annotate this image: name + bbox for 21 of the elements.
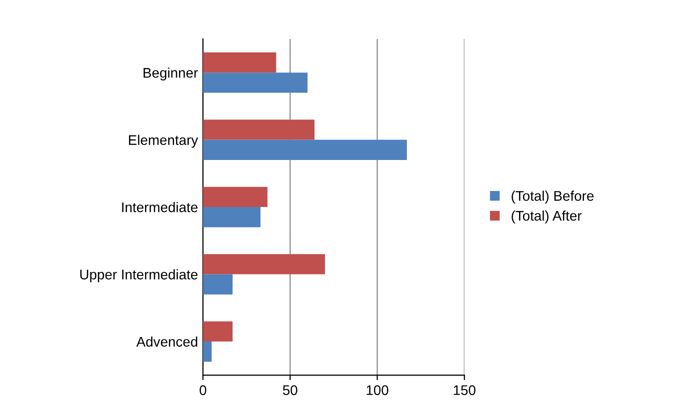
bar	[202, 274, 233, 294]
x-tick-label: 50	[282, 385, 298, 396]
bar	[202, 120, 315, 140]
bar	[202, 321, 233, 342]
bar	[202, 72, 308, 93]
bar	[202, 140, 407, 160]
bar	[202, 207, 260, 228]
y-tick-label: Beginner	[144, 68, 198, 80]
legend-label: (Total) Before	[512, 190, 594, 204]
bar	[202, 52, 276, 73]
y-tick-label: Advenced	[136, 336, 198, 347]
x-tick-label: 100	[366, 385, 388, 396]
y-tick-label: Upper Intermediate	[80, 269, 198, 282]
y-tick-label: Elementary	[128, 134, 198, 148]
x-tick-label: 150	[454, 385, 476, 396]
bar	[202, 254, 325, 274]
y-tick-label: Intermediate	[122, 202, 198, 212]
legend-label: (Total) After	[512, 210, 582, 224]
x-tick-label: 0	[200, 385, 206, 396]
bar	[202, 186, 268, 208]
bar	[202, 342, 212, 362]
